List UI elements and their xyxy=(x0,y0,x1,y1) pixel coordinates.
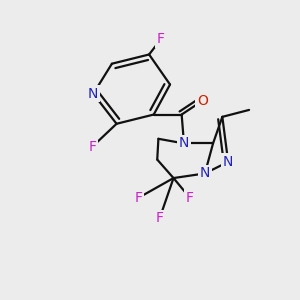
Text: N: N xyxy=(200,167,210,180)
Text: F: F xyxy=(186,191,194,205)
Text: N: N xyxy=(88,87,98,101)
Text: O: O xyxy=(197,94,208,108)
Text: F: F xyxy=(157,32,165,46)
Text: F: F xyxy=(156,212,164,226)
Text: N: N xyxy=(223,155,233,169)
Text: F: F xyxy=(135,191,142,205)
Text: N: N xyxy=(179,136,189,150)
Text: F: F xyxy=(88,140,96,154)
